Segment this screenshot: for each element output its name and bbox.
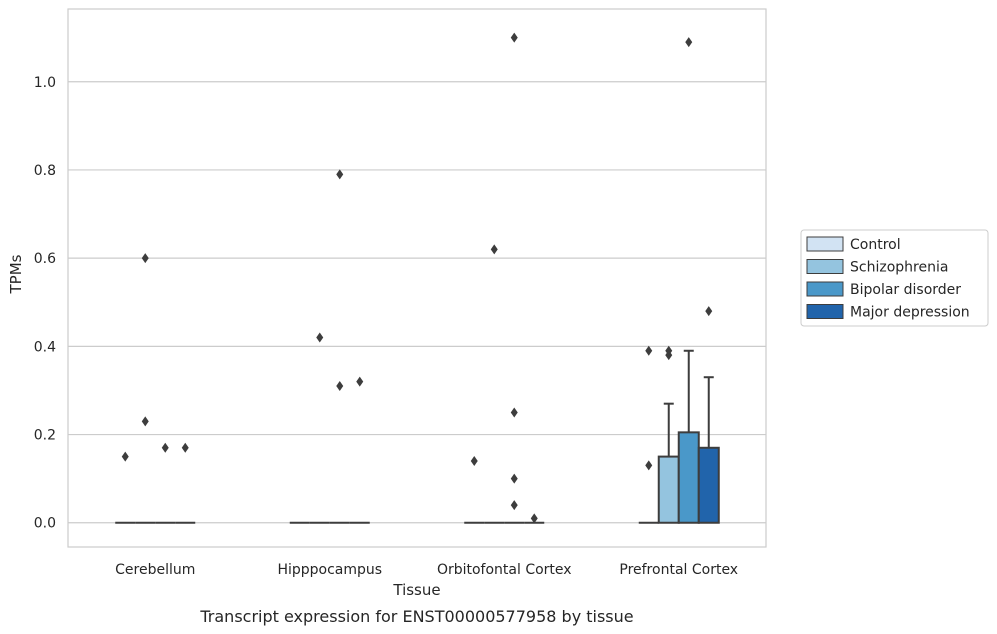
y-tick-label: 1.0	[34, 75, 56, 91]
outlier-point	[181, 442, 189, 453]
x-tick-label: Orbitofontal Cortex	[437, 562, 572, 578]
outlier-point	[490, 244, 498, 255]
plot-frame	[67, 8, 767, 548]
whisker-layer	[663, 349, 714, 457]
outlier-point	[470, 456, 478, 467]
legend-label: Control	[850, 237, 901, 253]
outlier-point	[356, 376, 364, 387]
outlier-point	[336, 381, 344, 392]
outlier-point	[530, 513, 538, 524]
x-tick-label: Hipppocampus	[277, 562, 382, 578]
x-axis-title: Tissue	[392, 581, 440, 599]
outlier-point	[510, 407, 518, 418]
outlier-layer	[121, 32, 713, 524]
bar	[677, 431, 700, 524]
outlier-point	[141, 416, 149, 427]
y-tick-labels: 0.0 0.2 0.4 0.6 0.8 1.0	[34, 75, 56, 532]
outlier-point	[510, 32, 518, 43]
legend-label: Bipolar disorder	[850, 282, 961, 298]
outlier-point	[685, 37, 693, 48]
legend-swatch	[806, 236, 844, 252]
y-tick-label: 0.2	[34, 428, 56, 444]
chart-caption: Transcript expression for ENST0000057795…	[199, 607, 633, 626]
outlier-point	[141, 253, 149, 264]
outlier-point	[645, 460, 653, 471]
legend-label: Major depression	[850, 305, 970, 321]
outlier-point	[705, 306, 713, 317]
legend-label: Schizophrenia	[850, 260, 948, 276]
y-tick-label: 0.6	[34, 251, 56, 267]
y-axis-title: TPMs	[7, 254, 25, 294]
outlier-point	[645, 345, 653, 356]
x-tick-label: Cerebellum	[115, 562, 195, 578]
outlier-point	[161, 442, 169, 453]
legend: Control Schizophrenia Bipolar disorder Majo…	[800, 229, 989, 327]
x-tick-label: Prefrontal Cortex	[619, 562, 738, 578]
legend-swatch	[806, 281, 844, 297]
bar	[657, 455, 680, 524]
y-tick-label: 0.8	[34, 163, 56, 179]
legend-box	[800, 229, 989, 327]
x-tick-labels: Cerebellum Hipppocampus Orbitofontal Corte…	[115, 562, 738, 578]
y-tick-label: 0.0	[34, 516, 56, 532]
outlier-point	[316, 332, 324, 343]
outlier-point	[336, 169, 344, 180]
outlier-point	[665, 345, 673, 356]
bar	[697, 446, 720, 524]
legend-swatch	[806, 304, 844, 319]
outlier-point	[121, 451, 129, 462]
y-tick-label: 0.4	[34, 339, 56, 355]
bars-layer	[115, 431, 720, 524]
legend-swatch	[806, 259, 844, 274]
outlier-point	[510, 500, 518, 511]
outlier-point	[510, 473, 518, 484]
